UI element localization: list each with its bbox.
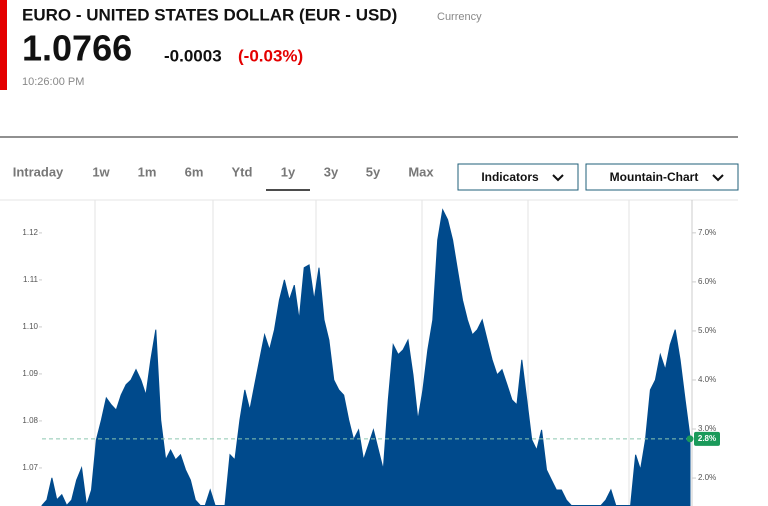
dropdown-button[interactable] [457,163,579,191]
current-dot [686,435,694,443]
y-tick-label: 1.09 [22,369,38,378]
title: EURO - UNITED STATES DOLLAR (EUR - USD) [22,5,397,24]
dropdown-label[interactable]: Mountain-Chart [610,170,699,184]
chart: 1.07 1.08 1.09 1.10 1.11 1.12 2.0% 3.0% 4.0% 5.0%… [22,200,720,506]
y-tick-label: 1.08 [22,416,38,425]
tab[interactable]: 3y [324,164,339,179]
tab[interactable]: 1y [281,164,296,179]
tab[interactable]: Intraday [13,164,64,179]
chevron [712,174,724,182]
y-tick-label: 1.07 [22,463,38,472]
y-tick-label: 1.12 [22,228,38,237]
y2-tick-label: 4.0% [698,375,716,384]
tab[interactable]: 5y [366,164,381,179]
accent-bar [0,0,7,90]
change-percent: (-0.03%) [238,46,303,65]
tab[interactable]: Max [408,164,434,179]
tab[interactable]: 1m [138,164,157,179]
dropdown-button[interactable] [585,163,739,191]
tab[interactable]: 6m [185,164,204,179]
current-badge [694,431,720,446]
y-tick-label: 1.10 [22,322,38,331]
y2-tick-label: 3.0% [698,424,716,433]
dropdown-label[interactable]: Indicators [481,170,539,184]
y-tick-label: 1.11 [23,275,39,284]
area [41,208,691,506]
y2-tick-label: 6.0% [698,277,716,286]
y2-tick-label: 7.0% [698,228,716,237]
current-label: 2.8% [698,434,716,443]
button-bar: Indicators Mountain-Chart [457,163,739,191]
y2-tick-label: 2.0% [698,473,716,482]
chevron [552,174,564,182]
y2-tick-label: 5.0% [698,326,716,335]
asset-tag: Currency [437,11,482,23]
tab[interactable]: 1w [92,164,110,179]
tab[interactable]: Ytd [232,164,253,179]
tab-bar: Intraday 1w 1m 6m Ytd 1y 3y 5y Max [13,164,434,191]
change: -0.0003 [164,46,222,65]
time: 10:26:00 PM [22,76,84,88]
price: 1.0766 [22,28,132,69]
